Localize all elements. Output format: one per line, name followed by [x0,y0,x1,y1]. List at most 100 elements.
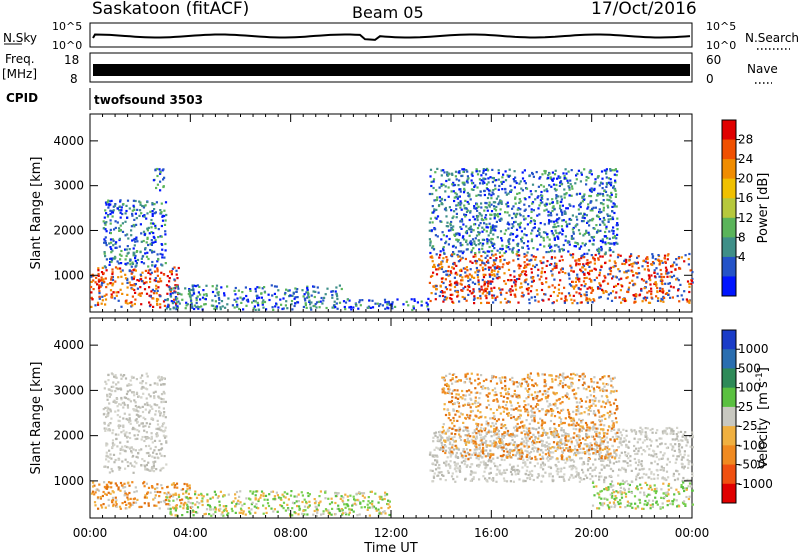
data-cell [222,509,225,512]
data-cell [486,238,489,241]
data-cell [154,487,157,490]
data-cell [611,210,614,213]
data-cell [620,444,623,447]
data-cell [597,215,600,218]
data-cell [477,283,480,286]
data-cell [429,217,432,220]
data-cell [458,465,461,468]
data-cell [531,173,534,176]
data-cell [275,302,278,305]
data-cell [614,181,617,184]
data-cell [154,168,157,171]
data-cell [153,504,156,507]
data-cell [569,183,572,186]
data-cell [586,263,590,266]
data-cell [274,305,277,308]
data-cell [613,188,616,191]
data-cell [214,294,217,297]
data-cell [131,304,134,307]
data-cell [305,500,308,503]
data-cell [478,224,481,227]
data-cell [140,387,143,390]
data-cell [585,297,588,300]
data-cell [117,262,120,265]
data-cell [360,492,363,495]
data-cell [489,231,492,234]
data-cell [141,204,144,208]
data-cell [648,448,651,451]
data-cell [590,188,594,191]
data-cell [462,448,465,451]
data-cell [684,431,687,434]
data-cell [386,301,389,304]
data-cell [498,287,501,290]
data-cell [133,244,136,247]
data-cell [111,271,114,274]
data-cell [242,297,246,300]
data-cell [195,306,198,309]
data-cell [190,511,193,514]
data-cell [130,383,133,386]
data-cell [571,458,574,461]
data-cell [128,421,131,424]
data-cell [458,233,461,237]
data-cell [567,250,570,253]
data-cell [518,275,521,278]
data-cell [550,263,553,266]
data-cell [519,208,522,211]
data-cell [125,507,128,510]
data-cell [631,279,634,282]
data-cell [558,250,561,253]
data-cell [432,271,435,274]
data-cell [468,273,471,276]
data-cell [489,282,492,285]
data-cell [571,187,574,190]
data-cell [566,225,569,228]
data-cell [484,173,488,176]
data-cell [158,495,161,498]
data-cell [125,431,128,434]
data-cell [513,281,516,284]
data-cell [476,173,480,176]
data-cell [592,243,595,246]
data-cell [266,498,269,501]
data-cell [166,503,170,506]
data-cell [191,502,194,505]
data-cell [217,291,220,294]
data-cell [431,260,434,263]
data-cell [442,270,445,273]
data-cell [525,426,528,429]
data-cell [267,504,271,508]
data-cell [592,480,595,483]
data-cell [588,429,591,432]
data-cell [497,433,500,436]
data-cell [168,496,171,499]
data-cell [656,259,659,262]
data-cell [101,295,104,298]
data-region [428,252,694,305]
data-cell [557,288,560,291]
data-cell [483,280,486,283]
data-cell [325,509,328,512]
data-cell [441,294,445,298]
data-cell [101,299,104,302]
data-cell [135,217,138,220]
power-colorbar-label: Power [dB] [756,173,771,244]
data-cell [444,190,447,193]
data-cell [545,277,548,280]
data-cell [172,499,175,502]
data-cell [442,474,445,477]
data-cell [493,263,497,266]
data-cell [483,193,486,197]
data-cell [535,235,538,238]
data-cell [156,490,159,494]
data-cell [604,241,607,244]
data-cell [211,290,215,294]
data-cell [519,286,522,289]
data-cell [160,280,163,283]
data-cell [615,174,618,177]
data-cell [449,466,452,470]
data-cell [531,229,534,232]
data-cell [600,247,603,250]
data-cell [578,232,582,235]
